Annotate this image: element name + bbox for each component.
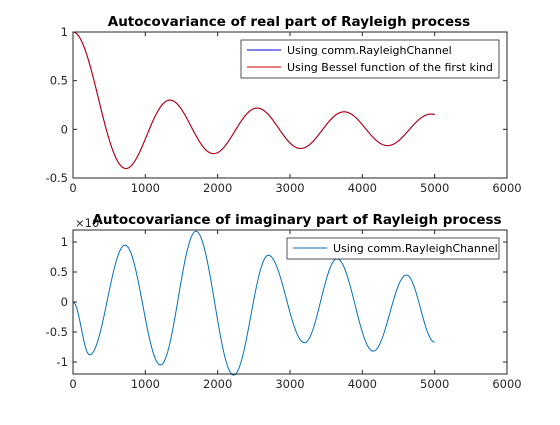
- y-tick-label: 1: [61, 235, 68, 249]
- y-tick-label: -0.5: [46, 325, 68, 339]
- x-tick-label: 1000: [131, 181, 160, 195]
- series-line-bessel: [72, 31, 435, 170]
- x-tick-label: 4000: [348, 377, 377, 391]
- y-tick-label: 1: [61, 25, 68, 39]
- x-tick-label: 5000: [420, 181, 449, 195]
- y-tick-label: -1: [57, 355, 68, 369]
- x-tick-label: 1000: [131, 377, 160, 391]
- x-tick-label: 0: [69, 181, 76, 195]
- legend-imag: Using comm.RayleighChannel: [286, 237, 500, 260]
- x-tick-label: 5000: [420, 377, 449, 391]
- x-tick-label: 3000: [275, 181, 304, 195]
- subplot-real: Autocovariance of real part of Rayleigh …: [46, 14, 522, 195]
- x-tick-label: 3000: [275, 377, 304, 391]
- y-exponent-label: ×10: [75, 216, 99, 230]
- x-tick-label: 0: [69, 377, 76, 391]
- x-tick-label: 2000: [203, 181, 232, 195]
- subplot-imag: Autocovariance of imaginary part of Rayl…: [46, 212, 522, 391]
- legend-box: [286, 237, 500, 260]
- chart-title-imag: Autocovariance of imaginary part of Rayl…: [92, 212, 501, 228]
- x-tick-label: 6000: [492, 377, 521, 391]
- y-tick-label: 0.5: [50, 265, 68, 279]
- legend-label: Using comm.RayleighChannel: [287, 44, 452, 57]
- legend-label: Using Bessel function of the first kind: [287, 61, 493, 74]
- x-tick-label: 4000: [348, 181, 377, 195]
- legend-box: [240, 39, 500, 79]
- y-tick-label: 0: [61, 295, 68, 309]
- legend-label: Using comm.RayleighChannel: [333, 242, 498, 255]
- x-tick-label: 6000: [492, 181, 521, 195]
- chart-title-real: Autocovariance of real part of Rayleigh …: [108, 14, 470, 30]
- legend-real: Using comm.RayleighChannel Using Bessel f…: [240, 39, 500, 79]
- series-line-rayleigh-channel: [72, 230, 435, 376]
- y-tick-label: -0.5: [46, 171, 68, 185]
- x-tick-label: 2000: [203, 377, 232, 391]
- y-tick-label: 0: [61, 122, 68, 136]
- y-tick-label: 0.5: [50, 74, 68, 88]
